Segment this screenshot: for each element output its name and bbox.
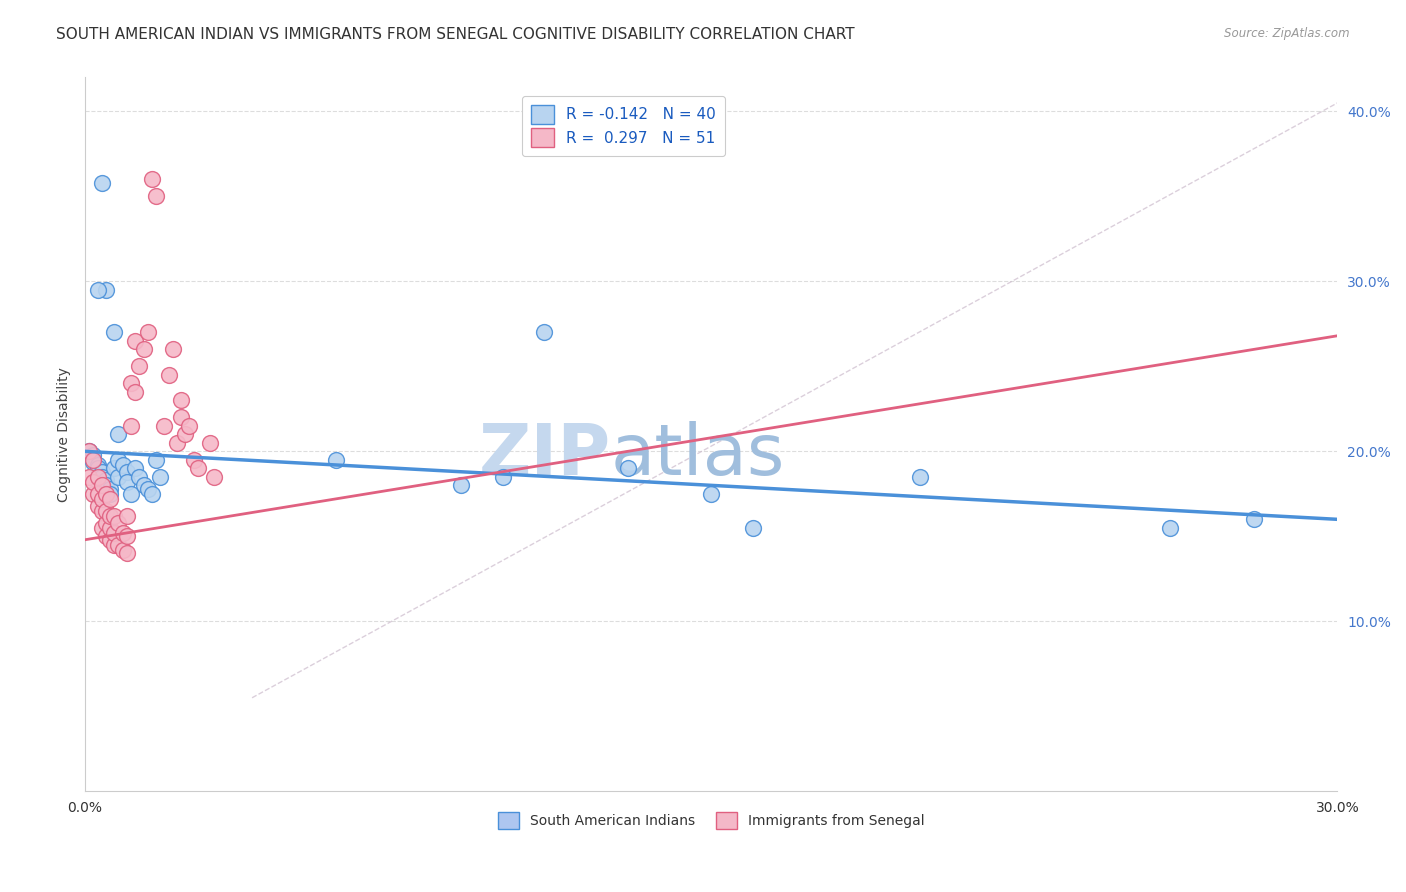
Point [77, 444, 100, 458]
Point [132, 343, 155, 357]
Point [120, 487, 142, 501]
Point [86, 283, 108, 297]
Point [111, 525, 134, 540]
Point [94, 529, 117, 543]
Point [94, 504, 117, 518]
Point [157, 368, 180, 382]
Point [98, 491, 121, 506]
Text: SOUTH AMERICAN INDIAN VS IMMIGRANTS FROM SENEGAL COGNITIVE DISABILITY CORRELATIO: SOUTH AMERICAN INDIAN VS IMMIGRANTS FROM… [56, 27, 855, 42]
Point [1243, 512, 1265, 526]
Text: Source: ZipAtlas.com: Source: ZipAtlas.com [1225, 27, 1350, 40]
Point [86, 499, 108, 513]
Point [1159, 521, 1181, 535]
Point [115, 546, 138, 560]
Point [90, 470, 112, 484]
Point [136, 326, 159, 340]
Point [170, 410, 193, 425]
Point [94, 473, 117, 487]
Point [98, 521, 121, 535]
Point [325, 453, 347, 467]
Point [82, 487, 104, 501]
Point [82, 448, 104, 462]
Point [124, 334, 146, 348]
Point [616, 461, 638, 475]
Point [107, 516, 129, 530]
Point [166, 435, 188, 450]
Point [204, 470, 226, 484]
Text: atlas: atlas [612, 421, 786, 491]
Point [107, 427, 129, 442]
Point [115, 465, 138, 479]
Point [111, 543, 134, 558]
Point [124, 461, 146, 475]
Point [103, 538, 125, 552]
Point [86, 470, 108, 484]
Point [120, 418, 142, 433]
Point [742, 521, 765, 535]
Point [98, 482, 121, 496]
Point [77, 470, 100, 484]
Point [149, 470, 172, 484]
Point [115, 529, 138, 543]
Point [90, 176, 112, 190]
Point [94, 487, 117, 501]
Point [533, 326, 555, 340]
Point [107, 453, 129, 467]
Point [141, 487, 163, 501]
Point [111, 458, 134, 472]
Point [107, 538, 129, 552]
Point [700, 487, 723, 501]
Point [200, 435, 222, 450]
Point [94, 516, 117, 530]
Legend: South American Indians, Immigrants from Senegal: South American Indians, Immigrants from … [492, 806, 929, 834]
Point [136, 482, 159, 496]
Point [86, 487, 108, 501]
Point [86, 458, 108, 472]
Point [174, 427, 197, 442]
Point [103, 461, 125, 475]
Point [90, 478, 112, 492]
Point [141, 172, 163, 186]
Point [90, 465, 112, 479]
Point [77, 444, 100, 458]
Point [98, 487, 121, 501]
Point [115, 508, 138, 523]
Point [170, 393, 193, 408]
Text: ZIP: ZIP [479, 421, 612, 491]
Y-axis label: Cognitive Disability: Cognitive Disability [58, 367, 72, 502]
Point [179, 418, 201, 433]
Point [145, 453, 167, 467]
Point [98, 533, 121, 547]
Point [103, 525, 125, 540]
Point [94, 478, 117, 492]
Point [187, 461, 209, 475]
Point [103, 326, 125, 340]
Point [132, 478, 155, 492]
Point [491, 470, 513, 484]
Point [450, 478, 472, 492]
Point [162, 343, 184, 357]
Point [115, 475, 138, 489]
Point [103, 508, 125, 523]
Point [128, 359, 150, 374]
Point [90, 491, 112, 506]
Point [90, 521, 112, 535]
Point [82, 475, 104, 489]
Point [128, 470, 150, 484]
Point [153, 418, 176, 433]
Point [82, 453, 104, 467]
Point [90, 504, 112, 518]
Point [120, 376, 142, 391]
Point [86, 461, 108, 475]
Point [107, 470, 129, 484]
Point [94, 283, 117, 297]
Point [124, 384, 146, 399]
Point [82, 454, 104, 468]
Point [183, 453, 205, 467]
Point [908, 470, 931, 484]
Point [98, 508, 121, 523]
Point [145, 189, 167, 203]
